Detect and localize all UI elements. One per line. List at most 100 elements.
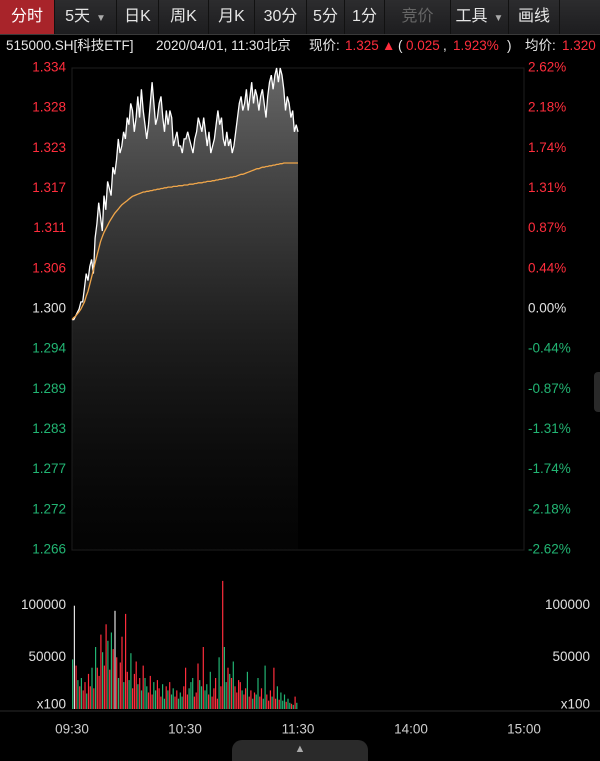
volume-bar <box>220 686 222 709</box>
volume-bar <box>266 694 268 709</box>
volume-bar <box>241 690 243 709</box>
volume-bar <box>199 680 201 709</box>
tab-3[interactable]: 周K <box>159 0 209 34</box>
volume-bar <box>176 690 178 709</box>
volume-bar <box>225 682 227 709</box>
change-close-paren: ) <box>507 38 512 53</box>
tab-4[interactable]: 月K <box>209 0 255 34</box>
tab-label: 竞价 <box>401 8 434 25</box>
volume-bar <box>282 700 284 709</box>
volume-bar <box>262 698 264 709</box>
volume-bar <box>255 694 257 709</box>
price-tick-left: 1.277 <box>32 461 66 476</box>
volume-bar <box>119 662 121 709</box>
tab-5[interactable]: 30分 <box>255 0 307 34</box>
volume-bar <box>197 663 199 709</box>
tab-8[interactable]: 竞价 <box>385 0 451 34</box>
volume-bar <box>167 690 169 709</box>
volume-bar <box>179 692 181 709</box>
tab-10[interactable]: 画线 <box>509 0 560 34</box>
tab-label: 日K <box>124 8 151 25</box>
price-line <box>72 67 299 321</box>
volume-bar <box>186 694 188 709</box>
volume-bar <box>130 653 132 709</box>
collapse-handle[interactable]: ▲ <box>232 740 368 761</box>
price-tick-left: 1.311 <box>33 220 66 235</box>
up-arrow-icon: ▲ <box>382 38 396 53</box>
tab-1[interactable]: 5天 ▼ <box>55 0 117 34</box>
volume-bar <box>202 647 204 709</box>
volume-bar <box>126 671 128 709</box>
tab-label: 月K <box>218 8 245 25</box>
price-tick-left: 1.334 <box>32 60 66 75</box>
volume-bar <box>248 696 250 709</box>
volume-bar <box>80 678 82 709</box>
volume-bar <box>271 696 273 709</box>
avg-price-label: 均价: <box>525 38 556 53</box>
tab-9[interactable]: 工具 ▼ <box>451 0 509 34</box>
tab-label: 画线 <box>517 8 550 25</box>
tab-label: 5分 <box>313 8 338 25</box>
time-tick: 14:00 <box>394 722 428 737</box>
volume-bar <box>155 690 157 709</box>
volume-bar <box>82 690 84 709</box>
volume-bar <box>107 640 109 709</box>
volume-bar <box>135 661 137 709</box>
tab-7[interactable]: 1分 <box>345 0 385 34</box>
volume-bar <box>95 647 97 709</box>
price-tick-left: 1.294 <box>32 341 66 356</box>
pct-tick-right: 2.18% <box>528 100 566 115</box>
tab-6[interactable]: 5分 <box>307 0 345 34</box>
chevron-up-icon: ▲ <box>294 743 306 755</box>
volume-bar <box>278 699 280 709</box>
volume-bar <box>84 682 86 709</box>
volume-bar <box>133 673 135 709</box>
pct-tick-right: 2.62% <box>528 60 566 75</box>
volume-bar <box>185 667 187 709</box>
volume-bar <box>208 694 210 709</box>
tab-0[interactable]: 分时 <box>0 0 55 34</box>
volume-bar <box>209 671 211 709</box>
volume-bar <box>86 693 88 709</box>
volume-bar <box>170 694 173 709</box>
volume-bar <box>238 680 240 709</box>
volume-bar <box>296 702 298 709</box>
volume-bar <box>103 665 105 709</box>
volume-bar <box>151 694 153 709</box>
volume-bar <box>144 678 146 709</box>
volume-bar <box>142 665 144 709</box>
volume-bar <box>89 686 91 709</box>
time-tick: 09:30 <box>55 722 89 737</box>
pct-tick-right: 1.31% <box>528 180 566 195</box>
pct-tick-right: -1.74% <box>528 461 571 476</box>
side-panel-handle[interactable] <box>594 372 600 412</box>
change-open-paren: ( <box>398 38 403 53</box>
time-tick: 11:30 <box>282 722 315 737</box>
volume-bar <box>273 667 275 709</box>
volume-bar <box>163 698 165 709</box>
volume-bar <box>290 703 293 709</box>
pct-tick-right: -1.31% <box>528 421 571 436</box>
volume-bar <box>128 680 130 709</box>
price-tick-left: 1.272 <box>32 501 66 516</box>
volume-bar <box>140 690 143 709</box>
volume-bar <box>275 698 277 709</box>
volume-bar <box>87 673 90 709</box>
volume-bar <box>232 661 234 709</box>
volume-bar <box>73 605 75 709</box>
volume-bar <box>234 686 236 709</box>
tab-2[interactable]: 日K <box>117 0 159 34</box>
volume-bar <box>105 624 107 709</box>
volume-bar <box>245 688 247 709</box>
volume-bar <box>96 667 98 709</box>
volume-bar <box>160 696 162 709</box>
volume-bar <box>195 692 197 709</box>
quote-info-bar: 515000.SH[科技ETF] 2020/04/01, 11:30北京 现价:… <box>0 35 600 57</box>
volume-bar <box>257 678 259 709</box>
volume-tick-right: 100000 <box>545 597 590 612</box>
price-tick-left: 1.317 <box>32 180 66 195</box>
volume-bar <box>77 680 79 709</box>
volume-bar <box>218 657 220 709</box>
volume-bar <box>239 682 241 709</box>
